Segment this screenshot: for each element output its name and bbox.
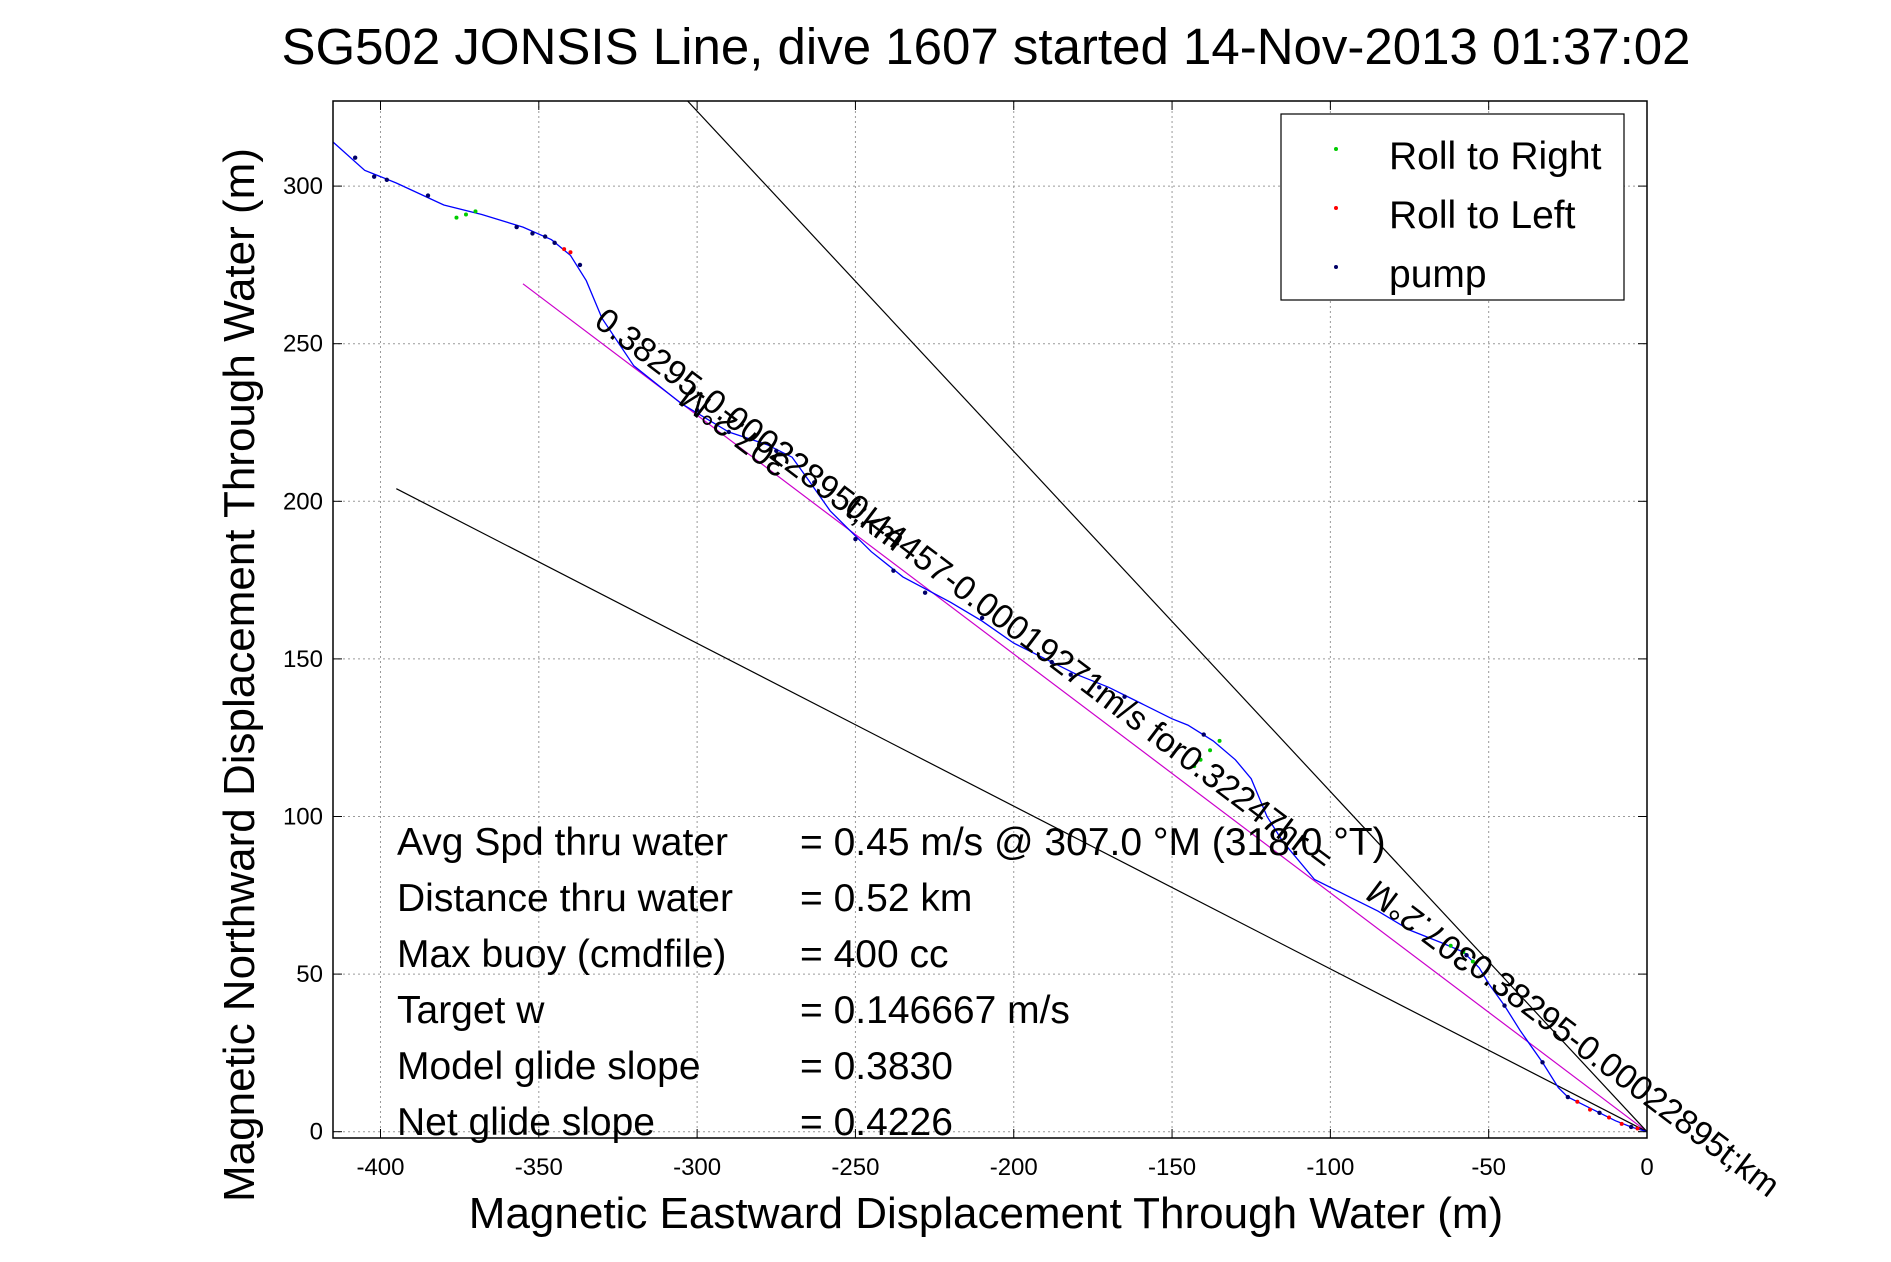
reference-line	[687, 100, 1648, 1133]
stat-label: Model glide slope	[397, 1045, 701, 1088]
pump-point	[694, 407, 700, 413]
stat-value: = 0.4226	[800, 1101, 953, 1144]
pump-point	[530, 231, 535, 236]
stat-value: = 0.52 km	[800, 877, 972, 920]
roll-right-point	[454, 215, 459, 220]
legend-roll-right-marker	[1334, 147, 1338, 151]
roll-left-point	[1588, 1107, 1593, 1112]
x-axis-label: Magnetic Eastward Displacement Through W…	[469, 1189, 1503, 1238]
pump-point	[1068, 672, 1073, 677]
markers	[352, 155, 1640, 1131]
x-tick-label: -50	[1471, 1154, 1506, 1181]
pump-point	[425, 193, 431, 198]
stat-value: = 0.3830	[800, 1045, 953, 1088]
pump-point	[1097, 685, 1102, 690]
pump-point	[853, 536, 858, 542]
stats-block: Avg Spd thru water = 0.45 m/s @ 307.0 °M…	[397, 821, 1386, 1144]
tick-labels: -400 -350 -300 -250 -200 -150 -100 -50 0 0 50 100 15…	[283, 173, 1654, 1181]
pump-point	[577, 262, 583, 268]
pump-point	[774, 448, 779, 454]
pump-point	[371, 174, 377, 179]
x-tick-label: -400	[356, 1154, 404, 1181]
roll-left-point	[1619, 1121, 1624, 1126]
line-annotation: 0.38295-0.00022895t;km	[1462, 947, 1787, 1205]
line-annotation: 0.44457-0.00019271m/s for0.32247hr =	[838, 487, 1340, 879]
y-tick-label: 200	[283, 488, 323, 515]
stat-label: Max buoy (cmdfile)	[397, 933, 726, 976]
pump-point	[922, 590, 928, 595]
pump-point	[352, 155, 358, 160]
x-tick-label: -250	[831, 1154, 879, 1181]
legend-pump-label: pump	[1389, 253, 1487, 296]
pump-point	[979, 615, 985, 621]
roll-right-point	[1448, 943, 1453, 948]
reference-line	[396, 488, 1648, 1133]
pump-point	[1628, 1124, 1634, 1130]
stat-label: Target w	[397, 989, 545, 1032]
legend-pump-marker	[1334, 265, 1338, 269]
x-tick-label: -300	[673, 1154, 721, 1181]
pump-point	[542, 234, 548, 239]
roll-right-point	[1198, 757, 1203, 762]
x-tick-label: -350	[515, 1154, 563, 1181]
axis-ticks	[333, 101, 1648, 1138]
pump-point	[1464, 952, 1469, 958]
line-annotation: 307.2°M	[1360, 872, 1484, 979]
x-tick-label: 0	[1640, 1154, 1653, 1181]
pump-point	[552, 240, 557, 246]
x-tick-label: -150	[1148, 1154, 1196, 1181]
roll-left-point	[562, 247, 567, 252]
pump-point	[384, 177, 390, 182]
y-tick-label: 250	[283, 331, 323, 358]
roll-left-point	[1575, 1099, 1580, 1104]
roll-right-point	[1208, 748, 1213, 753]
x-tick-label: -100	[1306, 1154, 1354, 1181]
roll-left-point	[1607, 1115, 1612, 1120]
roll-right-point	[1470, 959, 1475, 964]
pump-point	[1565, 1094, 1571, 1100]
roll-right-point	[463, 212, 468, 217]
pump-point	[514, 224, 519, 230]
roll-right-point	[1192, 764, 1197, 769]
stat-label: Distance thru water	[397, 877, 733, 920]
legend-roll-right-label: Roll to Right	[1389, 135, 1602, 178]
stat-value: = 0.146667 m/s	[800, 989, 1070, 1032]
pump-point	[812, 480, 817, 485]
legend: Roll to Right Roll to Left pump	[1280, 113, 1625, 301]
pump-point	[726, 429, 731, 435]
pump-point	[1540, 1060, 1545, 1065]
chart-title: SG502 JONSIS Line, dive 1607 started 14-…	[281, 18, 1690, 75]
pump-point	[1122, 694, 1127, 699]
pump-point	[1597, 1110, 1602, 1115]
y-tick-label: 300	[283, 173, 323, 200]
line-annotations: 307.2°M0.38295-0.00022895t;km 0.44457-0.0…	[588, 301, 1787, 1205]
pump-point	[1201, 732, 1206, 737]
x-tick-label: -200	[990, 1154, 1038, 1181]
legend-roll-left-label: Roll to Left	[1389, 194, 1576, 237]
y-tick-label: 100	[283, 803, 323, 830]
y-tick-label: 0	[310, 1119, 323, 1146]
stat-label: Avg Spd thru water	[397, 821, 728, 864]
roll-left-point	[1635, 1126, 1640, 1131]
stat-value: = 0.45 m/s @ 307.0 °M (318.0 °T)	[800, 821, 1386, 864]
roll-right-point	[473, 209, 478, 214]
stat-label: Net glide slope	[397, 1101, 655, 1144]
y-axis-label: Magnetic Northward Displacement Through …	[215, 148, 264, 1202]
pump-point	[891, 568, 896, 573]
legend-box	[1280, 113, 1625, 301]
roll-right-point	[1461, 950, 1466, 955]
legend-roll-left-marker	[1334, 206, 1338, 210]
plot-frame	[332, 100, 1648, 1139]
reference-line	[522, 283, 1648, 1133]
y-tick-label: 150	[283, 646, 323, 673]
pump-point	[1502, 1003, 1507, 1008]
pump-point	[1049, 659, 1054, 665]
reference-lines	[396, 100, 1648, 1133]
roll-right-point	[1217, 738, 1222, 743]
roll-left-point	[568, 250, 573, 255]
y-tick-label: 50	[296, 961, 323, 988]
stat-value: = 400 cc	[800, 933, 949, 976]
